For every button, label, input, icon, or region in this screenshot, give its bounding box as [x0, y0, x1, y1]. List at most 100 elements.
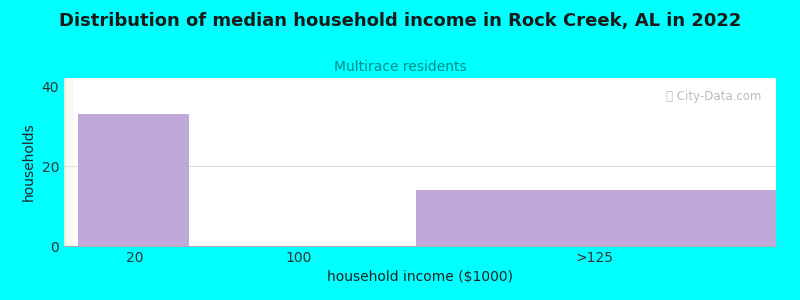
- Bar: [66, 78, 70, 246]
- Bar: [64, 78, 67, 246]
- Bar: [66, 78, 70, 246]
- Bar: [66, 78, 70, 246]
- Bar: [65, 78, 69, 246]
- Bar: [65, 78, 69, 246]
- Bar: [67, 78, 70, 246]
- Bar: [67, 78, 71, 246]
- Bar: [65, 78, 68, 246]
- Bar: [66, 78, 69, 246]
- Bar: [65, 78, 68, 246]
- Bar: [66, 78, 70, 246]
- Bar: [64, 78, 68, 246]
- Bar: [67, 78, 70, 246]
- Bar: [66, 78, 70, 246]
- Bar: [66, 78, 70, 246]
- Bar: [66, 78, 69, 246]
- Bar: [67, 78, 71, 246]
- Bar: [66, 78, 69, 246]
- Bar: [66, 78, 70, 246]
- Bar: [66, 78, 70, 246]
- Bar: [64, 78, 68, 246]
- Bar: [66, 78, 70, 246]
- Bar: [66, 78, 69, 246]
- Bar: [66, 78, 69, 246]
- Bar: [66, 78, 69, 246]
- Bar: [66, 78, 70, 246]
- Bar: [67, 78, 70, 246]
- Bar: [66, 78, 70, 246]
- Bar: [65, 78, 69, 246]
- Bar: [67, 78, 71, 246]
- Bar: [66, 78, 70, 246]
- Bar: [67, 78, 71, 246]
- Bar: [67, 78, 70, 246]
- Bar: [65, 78, 69, 246]
- Bar: [66, 78, 70, 246]
- Bar: [65, 78, 69, 246]
- Bar: [65, 78, 69, 246]
- Bar: [66, 78, 69, 246]
- Bar: [66, 78, 70, 246]
- Bar: [67, 78, 70, 246]
- Bar: [65, 78, 69, 246]
- Bar: [66, 78, 70, 246]
- Bar: [66, 78, 69, 246]
- Bar: [65, 78, 68, 246]
- Bar: [64, 78, 68, 246]
- Bar: [67, 78, 70, 246]
- Bar: [64, 78, 68, 246]
- Bar: [66, 78, 70, 246]
- Bar: [66, 78, 70, 246]
- Bar: [65, 78, 68, 246]
- Bar: [65, 78, 69, 246]
- Bar: [66, 78, 69, 246]
- Bar: [66, 78, 69, 246]
- Bar: [67, 78, 71, 246]
- Bar: [67, 78, 70, 246]
- Bar: [64, 78, 67, 246]
- Bar: [65, 78, 68, 246]
- Bar: [66, 78, 70, 246]
- Bar: [67, 78, 71, 246]
- Bar: [65, 78, 68, 246]
- Bar: [66, 78, 70, 246]
- Bar: [66, 78, 69, 246]
- Bar: [66, 78, 70, 246]
- Bar: [65, 78, 68, 246]
- Bar: [66, 78, 70, 246]
- Bar: [64, 78, 68, 246]
- Bar: [66, 78, 70, 246]
- Bar: [66, 78, 70, 246]
- Bar: [417, 190, 776, 246]
- Bar: [65, 78, 68, 246]
- Bar: [67, 78, 70, 246]
- Bar: [65, 78, 68, 246]
- Bar: [65, 78, 68, 246]
- Bar: [64, 78, 68, 246]
- Bar: [64, 78, 68, 246]
- Bar: [67, 78, 71, 246]
- Bar: [66, 78, 70, 246]
- Bar: [67, 78, 70, 246]
- Bar: [65, 78, 68, 246]
- Bar: [66, 78, 69, 246]
- Bar: [66, 78, 69, 246]
- Bar: [66, 78, 70, 246]
- Bar: [66, 78, 70, 246]
- Bar: [66, 78, 70, 246]
- Bar: [66, 78, 69, 246]
- X-axis label: household income ($1000): household income ($1000): [327, 270, 513, 284]
- Bar: [65, 78, 69, 246]
- Bar: [65, 78, 68, 246]
- Bar: [64, 78, 68, 246]
- Bar: [67, 78, 70, 246]
- Bar: [66, 78, 70, 246]
- Bar: [67, 78, 70, 246]
- Bar: [64, 78, 68, 246]
- Bar: [67, 78, 70, 246]
- Bar: [64, 78, 68, 246]
- Bar: [66, 78, 70, 246]
- Bar: [66, 78, 70, 246]
- Bar: [65, 78, 68, 246]
- Bar: [65, 78, 68, 246]
